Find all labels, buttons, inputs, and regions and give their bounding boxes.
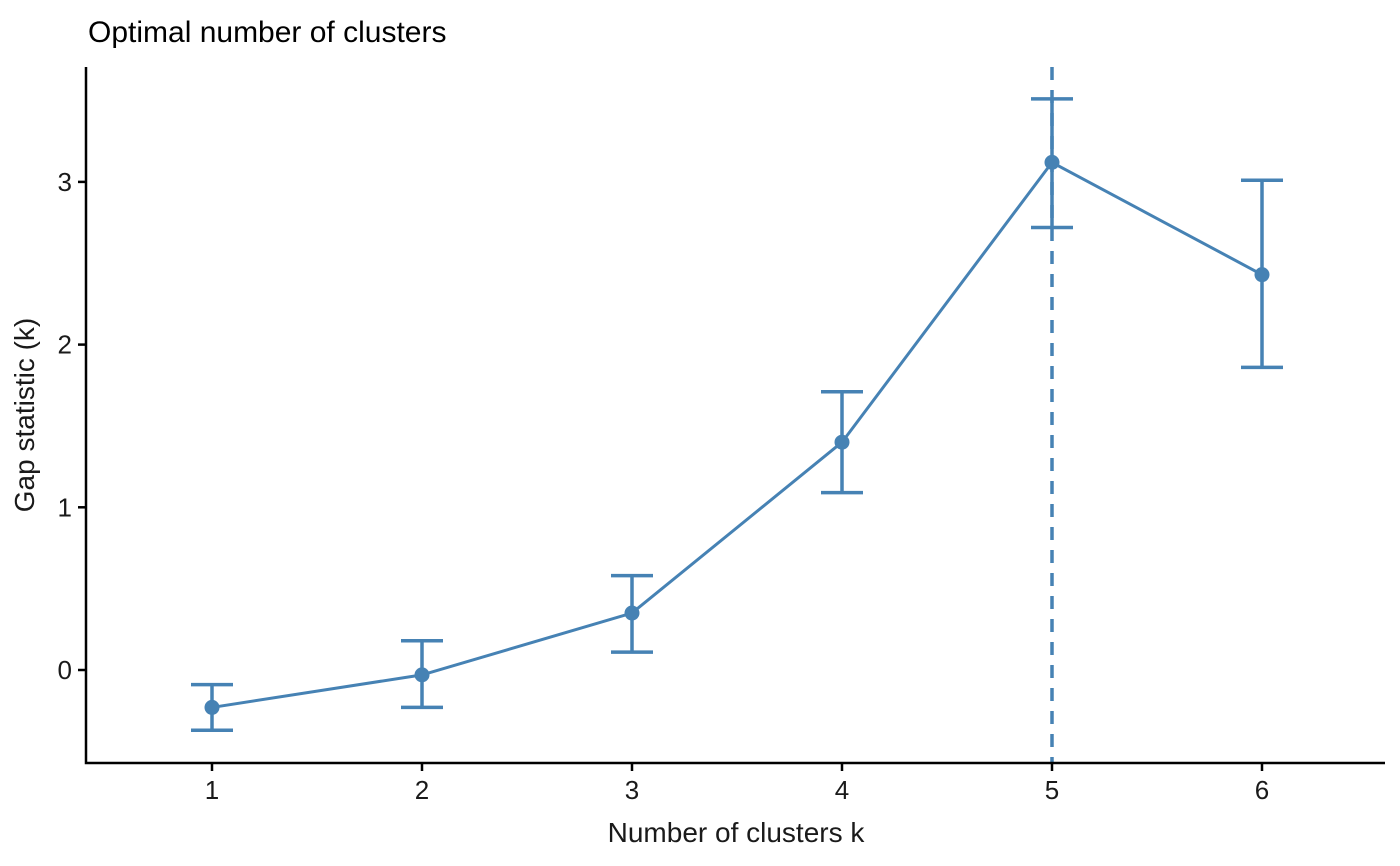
x-tick-label: 4 xyxy=(835,775,849,805)
data-point xyxy=(834,434,850,450)
data-point xyxy=(204,699,220,715)
x-axis-title: Number of clusters k xyxy=(608,817,866,848)
y-axis-title: Gap statistic (k) xyxy=(9,318,40,512)
x-tick-label: 2 xyxy=(415,775,429,805)
plot-area: 0 1 2 3 1 2 3 4 5 6 xyxy=(58,67,1385,805)
y-tick-label: 3 xyxy=(58,167,72,197)
axis-lines xyxy=(84,67,1385,765)
data-point xyxy=(624,605,640,621)
data-point xyxy=(1044,154,1060,170)
x-tick-label: 5 xyxy=(1045,775,1059,805)
y-tick-label: 2 xyxy=(58,330,72,360)
chart-title: Optimal number of clusters xyxy=(88,16,446,49)
gap-statistic-line xyxy=(211,160,1263,709)
data-point xyxy=(1254,267,1270,283)
x-tick-label: 1 xyxy=(205,775,219,805)
x-tick-label: 6 xyxy=(1255,775,1269,805)
data-point xyxy=(414,667,430,683)
y-tick-label: 0 xyxy=(58,655,72,685)
x-tick-label: 3 xyxy=(625,775,639,805)
y-tick-label: 1 xyxy=(58,492,72,522)
